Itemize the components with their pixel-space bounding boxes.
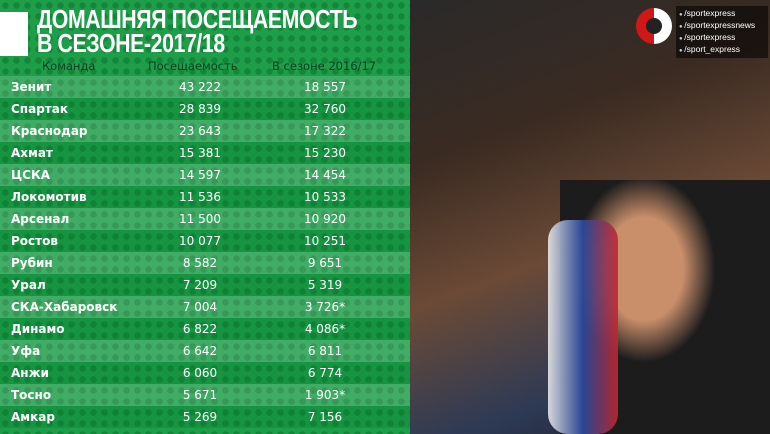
- column-header-previous: В сезоне 2016/17: [272, 59, 377, 73]
- social-link: /sportexpressnews: [679, 20, 768, 32]
- table-row: СКА-Хабаровск 7 004 3 726*: [0, 296, 410, 318]
- table-row: ЦСКА 14 597 14 454: [0, 164, 410, 186]
- previous-season-value: 17 322: [304, 124, 346, 138]
- previous-season-value: 10 251: [304, 234, 346, 248]
- table-row: Ростов 10 077 10 251: [0, 230, 410, 252]
- team-name: Тосно: [11, 388, 52, 402]
- table-row: Тосно 5 671 1 903*: [0, 384, 410, 406]
- attendance-table: Зенит 43 222 18 557 Спартак 28 839 32 760 Крас…: [0, 76, 410, 428]
- table-row: Уфа 6 642 6 811: [0, 340, 410, 362]
- previous-season-value: 15 230: [304, 146, 346, 160]
- scarf: [548, 220, 618, 434]
- previous-season-value: 9 651: [307, 256, 343, 270]
- team-name: Арсенал: [11, 212, 70, 226]
- team-name: Краснодар: [11, 124, 88, 138]
- attendance-value: 6 822: [182, 322, 218, 336]
- attendance-value: 5 671: [182, 388, 218, 402]
- table-row: Ахмат 15 381 15 230: [0, 142, 410, 164]
- attendance-value: 14 597: [179, 168, 221, 182]
- social-link: /sport_express: [679, 44, 768, 56]
- team-name: ЦСКА: [11, 168, 51, 182]
- title-line-1: ДОМАШНЯЯ ПОСЕЩАЕМОСТЬ: [37, 4, 358, 34]
- team-name: Зенит: [11, 80, 52, 94]
- attendance-value: 7 209: [182, 278, 218, 292]
- attendance-value: 5 269: [182, 410, 218, 424]
- team-name: Динамо: [11, 322, 65, 336]
- attendance-value: 28 839: [179, 102, 221, 116]
- previous-season-value: 14 454: [304, 168, 346, 182]
- previous-season-value: 4 086*: [304, 322, 346, 336]
- sport-express-logo: [636, 8, 672, 44]
- table-row: Зенит 43 222 18 557: [0, 76, 410, 98]
- table-row: Локомотив 11 536 10 533: [0, 186, 410, 208]
- previous-season-value: 10 920: [304, 212, 346, 226]
- social-links: /sportexpress /sportexpressnews /sportex…: [676, 6, 768, 58]
- column-header-team: Команда: [42, 59, 96, 73]
- previous-season-value: 18 557: [304, 80, 346, 94]
- team-name: Уфа: [11, 344, 41, 358]
- table-row: Краснодар 23 643 17 322: [0, 120, 410, 142]
- table-row: Анжи 6 060 6 774: [0, 362, 410, 384]
- attendance-value: 11 536: [179, 190, 221, 204]
- table-row: Арсенал 11 500 10 920: [0, 208, 410, 230]
- attendance-value: 23 643: [179, 124, 221, 138]
- attendance-panel: ДОМАШНЯЯ ПОСЕЩАЕМОСТЬ В СЕЗОНЕ-2017/18 К…: [0, 0, 410, 434]
- previous-season-value: 6 811: [307, 344, 343, 358]
- previous-season-value: 6 774: [307, 366, 343, 380]
- table-row: Урал 7 209 5 319: [0, 274, 410, 296]
- attendance-value: 8 582: [182, 256, 218, 270]
- team-name: Ростов: [11, 234, 58, 248]
- table-header: Команда Посещаемость В сезоне 2016/17: [0, 59, 410, 75]
- title-line-2: В СЕЗОНЕ-2017/18: [37, 28, 225, 58]
- attendance-value: 7 004: [182, 300, 218, 314]
- table-row: Амкар 5 269 7 156: [0, 406, 410, 428]
- social-link: /sportexpress: [679, 8, 768, 20]
- social-link: /sportexpress: [679, 32, 768, 44]
- team-name: СКА-Хабаровск: [11, 300, 118, 314]
- attendance-value: 43 222: [179, 80, 221, 94]
- team-name: Анжи: [11, 366, 49, 380]
- table-row: Динамо 6 822 4 086*: [0, 318, 410, 340]
- team-name: Амкар: [11, 410, 55, 424]
- attendance-value: 6 060: [182, 366, 218, 380]
- attendance-value: 10 077: [179, 234, 221, 248]
- column-header-attendance: Посещаемость: [148, 59, 238, 73]
- previous-season-value: 3 726*: [304, 300, 346, 314]
- attendance-value: 11 500: [179, 212, 221, 226]
- team-name: Урал: [11, 278, 46, 292]
- table-row: Рубин 8 582 9 651: [0, 252, 410, 274]
- attendance-value: 15 381: [179, 146, 221, 160]
- table-row: Спартак 28 839 32 760: [0, 98, 410, 120]
- page-title: ДОМАШНЯЯ ПОСЕЩАЕМОСТЬ В СЕЗОНЕ-2017/18: [37, 4, 358, 58]
- team-name: Спартак: [11, 102, 68, 116]
- team-name: Рубин: [11, 256, 53, 270]
- previous-season-value: 7 156: [307, 410, 343, 424]
- team-name: Ахмат: [11, 146, 53, 160]
- previous-season-value: 32 760: [304, 102, 346, 116]
- previous-season-value: 5 319: [307, 278, 343, 292]
- previous-season-value: 10 533: [304, 190, 346, 204]
- white-square-decoration: [0, 12, 28, 56]
- attendance-value: 6 642: [182, 344, 218, 358]
- previous-season-value: 1 903*: [304, 388, 346, 402]
- team-name: Локомотив: [11, 190, 87, 204]
